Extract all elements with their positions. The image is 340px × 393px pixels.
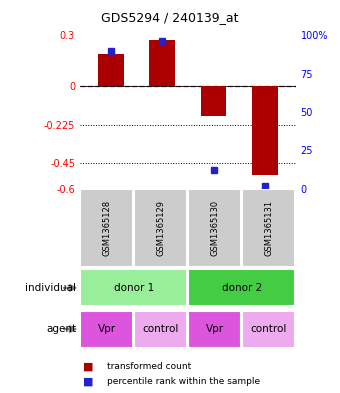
- Text: Vpr: Vpr: [98, 324, 116, 334]
- Text: ■: ■: [83, 362, 94, 372]
- Bar: [134, 189, 187, 267]
- Bar: [81, 189, 133, 267]
- Text: agent: agent: [46, 324, 76, 334]
- Text: donor 1: donor 1: [114, 283, 154, 293]
- Bar: [98, 54, 124, 86]
- Text: percentile rank within the sample: percentile rank within the sample: [107, 378, 260, 386]
- Text: ■: ■: [83, 377, 94, 387]
- Bar: [252, 86, 278, 175]
- Bar: [201, 86, 226, 116]
- Text: control: control: [251, 324, 287, 334]
- Text: GDS5294 / 240139_at: GDS5294 / 240139_at: [101, 11, 239, 24]
- Text: donor 2: donor 2: [222, 283, 262, 293]
- Bar: [242, 189, 295, 267]
- Text: GSM1365131: GSM1365131: [264, 200, 273, 256]
- Text: transformed count: transformed count: [107, 362, 191, 371]
- Text: GSM1365129: GSM1365129: [156, 200, 165, 256]
- Bar: [134, 310, 187, 348]
- Bar: [81, 269, 187, 307]
- Bar: [81, 310, 133, 348]
- Text: control: control: [143, 324, 179, 334]
- Bar: [188, 189, 241, 267]
- Text: GSM1365128: GSM1365128: [102, 200, 112, 256]
- Bar: [188, 310, 241, 348]
- Bar: [188, 269, 295, 307]
- Text: GSM1365130: GSM1365130: [210, 200, 219, 256]
- Text: Vpr: Vpr: [206, 324, 224, 334]
- Text: individual: individual: [26, 283, 76, 293]
- Bar: [149, 40, 175, 86]
- Bar: [242, 310, 295, 348]
